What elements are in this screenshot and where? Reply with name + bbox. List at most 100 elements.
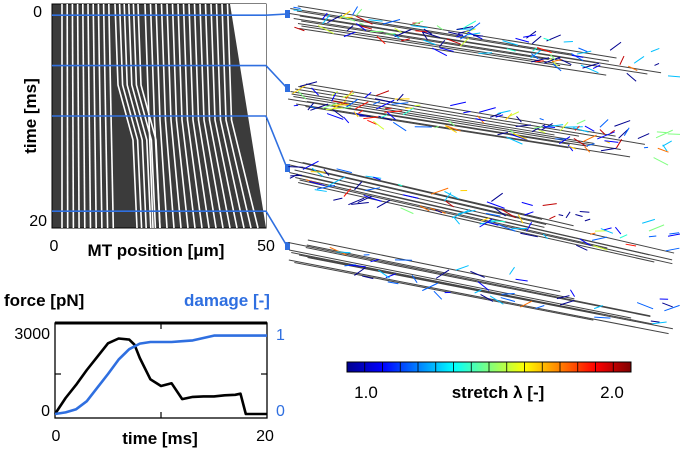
force-axis-label: force [pN] bbox=[4, 291, 84, 310]
network-crosslink bbox=[558, 136, 571, 145]
network-crosslink bbox=[322, 14, 331, 25]
network-crosslink bbox=[423, 39, 436, 46]
network-crosslink bbox=[610, 129, 616, 134]
network-crosslink bbox=[599, 119, 609, 128]
network-crosslink bbox=[477, 281, 490, 291]
network-filament bbox=[288, 259, 669, 335]
network-crosslink bbox=[506, 136, 523, 145]
network-crosslink bbox=[618, 129, 629, 139]
network-filament bbox=[291, 252, 654, 325]
network-crosslink bbox=[589, 232, 596, 235]
network-crosslink bbox=[322, 102, 338, 109]
network-filament bbox=[299, 179, 673, 265]
network-filament bbox=[297, 174, 650, 256]
network-crosslink bbox=[358, 109, 364, 114]
network-crosslink bbox=[616, 139, 623, 149]
kymograph-filament bbox=[166, 3, 182, 229]
network-crosslink bbox=[343, 31, 356, 38]
network-filament bbox=[307, 239, 561, 292]
network-crosslink bbox=[558, 214, 564, 217]
kymograph-filament bbox=[118, 3, 143, 229]
network-crosslink bbox=[342, 92, 355, 99]
network-crosslink bbox=[332, 108, 344, 118]
network-crosslink bbox=[386, 111, 396, 120]
network-crosslink bbox=[444, 125, 457, 133]
network-crosslink bbox=[654, 63, 660, 66]
network-crosslink bbox=[576, 119, 586, 125]
network-crosslink bbox=[311, 87, 320, 96]
snapshot-connector bbox=[265, 13, 288, 16]
network-crosslink bbox=[293, 6, 301, 9]
network-crosslink bbox=[552, 63, 562, 72]
network-filament bbox=[298, 86, 645, 145]
network-crosslink bbox=[637, 133, 650, 140]
network-filament bbox=[287, 98, 570, 145]
network-crosslink bbox=[530, 49, 542, 59]
network-crosslink bbox=[288, 166, 304, 168]
network-crosslink bbox=[557, 57, 572, 66]
network-crosslink bbox=[578, 47, 588, 53]
network-filament bbox=[295, 177, 608, 249]
network-crosslink bbox=[327, 176, 346, 187]
network-crosslink bbox=[385, 33, 396, 35]
network-crosslink bbox=[502, 40, 518, 46]
network-crosslink bbox=[524, 211, 534, 216]
network-crosslink bbox=[348, 264, 366, 268]
network-filament bbox=[299, 28, 607, 76]
snapshot-marker bbox=[285, 242, 290, 250]
kymograph-filament bbox=[132, 3, 157, 229]
network-crosslink bbox=[619, 234, 628, 239]
network-crosslink bbox=[657, 147, 669, 153]
network-crosslink bbox=[317, 24, 334, 35]
network-filament bbox=[298, 182, 655, 263]
network-crosslink bbox=[538, 129, 546, 134]
network-crosslink bbox=[586, 143, 595, 147]
network-crosslink bbox=[367, 119, 377, 125]
network-crosslink bbox=[355, 101, 369, 110]
network-crosslink bbox=[444, 192, 452, 202]
network-filament bbox=[296, 10, 609, 62]
network-crosslink bbox=[543, 126, 556, 129]
network-filament bbox=[301, 25, 561, 67]
network-crosslink bbox=[362, 275, 374, 280]
network-crosslink bbox=[609, 41, 622, 51]
network-filament bbox=[289, 159, 543, 220]
network-crosslink bbox=[422, 282, 439, 292]
network-crosslink bbox=[352, 6, 359, 16]
network-crosslink bbox=[459, 33, 469, 40]
network-crosslink bbox=[374, 98, 393, 103]
network-crosslink bbox=[481, 217, 490, 222]
network-crosslink bbox=[302, 160, 319, 170]
kymograph-filament bbox=[204, 3, 231, 229]
network-crosslink bbox=[289, 173, 299, 179]
network-crosslink bbox=[419, 205, 430, 212]
time-axis-label: time [ms] bbox=[122, 429, 198, 448]
network-crosslink bbox=[375, 90, 390, 97]
network-crosslink bbox=[549, 54, 556, 60]
network-crosslink bbox=[363, 116, 379, 120]
force-tick-3000: 3000 bbox=[14, 326, 50, 343]
network-crosslink bbox=[513, 133, 528, 140]
network-crosslink bbox=[531, 35, 542, 45]
network-filament bbox=[306, 244, 575, 300]
network-crosslink bbox=[497, 110, 511, 114]
network-crosslink bbox=[604, 227, 612, 231]
network-crosslink bbox=[575, 214, 583, 217]
network-filament bbox=[293, 96, 621, 151]
network-crosslink bbox=[633, 56, 645, 64]
network-crosslink bbox=[669, 232, 680, 235]
network-crosslink bbox=[382, 18, 401, 25]
network-crosslink bbox=[667, 75, 680, 78]
network-filament bbox=[290, 8, 573, 55]
network-crosslink bbox=[380, 114, 388, 118]
network-crosslink bbox=[584, 218, 591, 222]
network-filament bbox=[298, 254, 600, 315]
network-crosslink bbox=[434, 125, 439, 129]
network-filament bbox=[302, 162, 574, 227]
kymograph-filament bbox=[123, 3, 147, 229]
network-crosslink bbox=[619, 55, 625, 65]
network-crosslink bbox=[309, 180, 325, 187]
kymograph-filament bbox=[193, 3, 217, 229]
network-crosslink bbox=[509, 266, 515, 275]
network-crosslink bbox=[357, 195, 372, 204]
